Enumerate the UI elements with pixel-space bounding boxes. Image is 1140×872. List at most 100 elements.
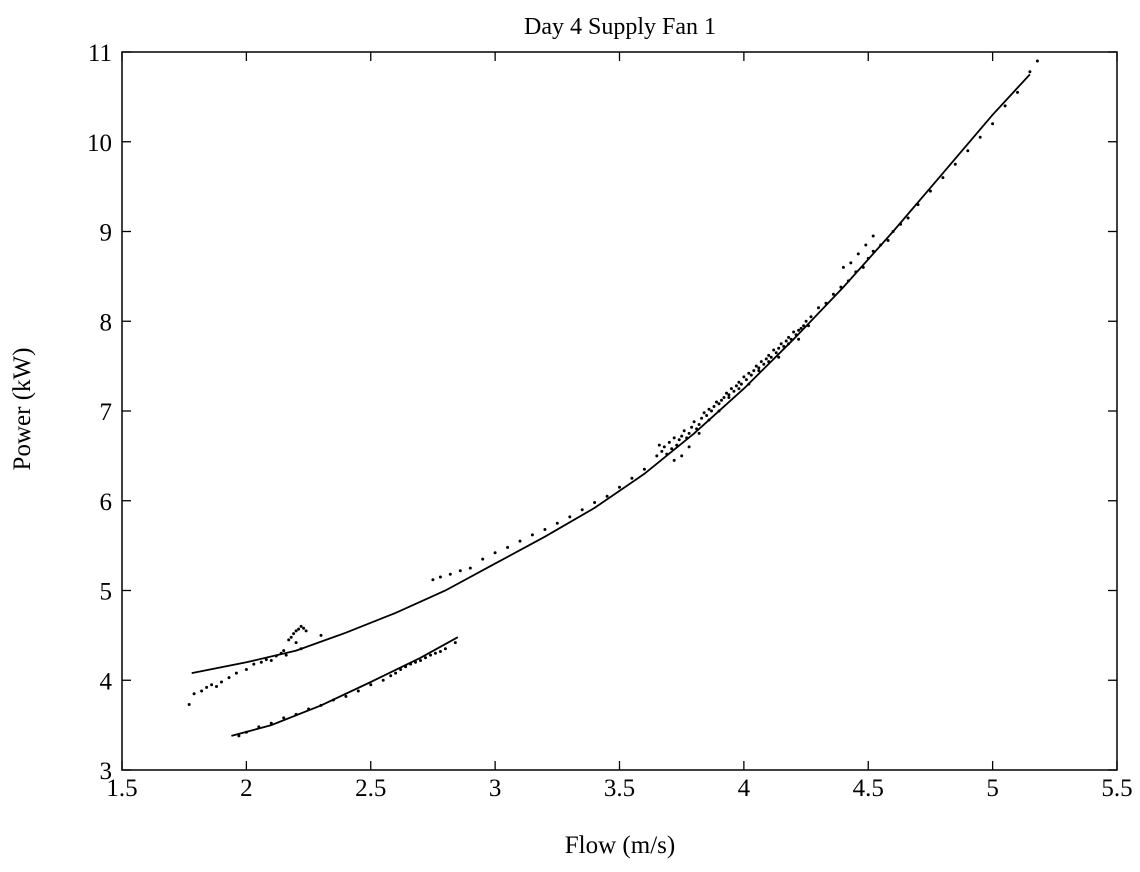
x-tick-label: 4 — [738, 775, 751, 802]
data-point — [787, 335, 791, 339]
data-point — [734, 384, 738, 388]
data-point — [580, 508, 584, 512]
fit-curve-2 — [231, 636, 459, 737]
data-point — [767, 353, 771, 357]
data-point — [518, 539, 522, 543]
data-point — [299, 624, 303, 628]
data-point — [799, 326, 803, 330]
data-point — [642, 467, 646, 471]
data-point — [747, 371, 751, 375]
data-point — [555, 521, 559, 525]
data-point — [438, 575, 442, 579]
data-point — [429, 653, 432, 657]
data-point — [854, 270, 858, 274]
data-point — [737, 387, 741, 391]
data-point — [506, 545, 510, 549]
data-point — [438, 650, 442, 653]
data-point — [1003, 104, 1007, 108]
data-point — [841, 265, 845, 269]
data-point — [443, 647, 447, 651]
data-point — [789, 337, 793, 341]
y-tick-label: 3 — [100, 758, 113, 785]
data-point — [685, 436, 689, 440]
data-point — [707, 418, 711, 422]
data-point — [319, 633, 323, 637]
x-tick-label: 4.5 — [853, 775, 884, 802]
x-tick-label: 3 — [489, 775, 502, 802]
data-point — [739, 382, 743, 386]
data-point — [767, 360, 771, 364]
data-point — [568, 515, 572, 519]
data-point — [279, 651, 283, 655]
data-point — [797, 328, 801, 332]
y-tick-label: 11 — [88, 40, 112, 67]
data-point — [414, 660, 417, 664]
y-tick-label: 4 — [100, 668, 113, 695]
data-point — [453, 641, 457, 645]
x-tick-label: 5 — [986, 775, 999, 802]
data-point — [244, 730, 248, 734]
data-point — [294, 629, 298, 633]
data-point — [294, 641, 298, 645]
data-point — [697, 431, 701, 435]
data-point — [344, 694, 348, 698]
data-point — [846, 279, 850, 283]
data-point — [543, 528, 547, 531]
y-tick-label: 10 — [87, 130, 112, 157]
data-point — [468, 566, 472, 570]
data-point — [749, 373, 753, 377]
y-tick-label: 9 — [100, 220, 113, 247]
data-point — [715, 400, 718, 404]
data-point — [792, 330, 796, 334]
data-point — [680, 434, 684, 438]
data-point — [712, 405, 716, 408]
data-point — [687, 445, 691, 449]
data-point — [764, 357, 768, 361]
data-point — [257, 725, 261, 729]
data-point — [394, 671, 398, 675]
data-point — [630, 476, 634, 480]
data-point — [777, 355, 781, 359]
data-point — [817, 306, 820, 310]
data-point — [759, 360, 763, 364]
data-point — [287, 638, 291, 642]
data-point — [732, 389, 736, 393]
data-point — [906, 216, 910, 220]
data-point — [672, 458, 676, 462]
y-tick-label: 8 — [100, 309, 113, 336]
data-point — [856, 252, 860, 256]
data-point — [187, 703, 191, 706]
data-point — [264, 658, 268, 662]
data-point — [672, 436, 676, 440]
data-point — [458, 569, 462, 573]
data-point — [210, 683, 214, 687]
data-point — [729, 387, 733, 391]
data-point — [690, 425, 694, 429]
data-point — [824, 301, 828, 305]
data-point — [369, 683, 373, 687]
x-tick-label: 5.5 — [1101, 775, 1132, 802]
data-point — [802, 324, 806, 328]
data-point — [205, 685, 209, 689]
data-point — [677, 438, 681, 442]
data-point — [294, 712, 298, 716]
data-point — [831, 292, 835, 296]
data-point — [433, 651, 437, 655]
data-point — [807, 324, 810, 328]
data-point — [891, 230, 895, 233]
data-point — [682, 429, 686, 433]
y-tick-label: 6 — [100, 489, 113, 516]
data-point — [861, 265, 865, 269]
data-point — [284, 653, 288, 657]
data-point — [774, 351, 778, 355]
data-point — [849, 261, 853, 265]
data-point — [593, 501, 597, 504]
data-point — [705, 414, 709, 417]
data-point — [662, 445, 666, 449]
data-point — [259, 660, 263, 664]
data-point — [307, 707, 311, 711]
data-point — [779, 342, 783, 346]
data-point — [769, 355, 773, 359]
data-point — [744, 378, 748, 382]
